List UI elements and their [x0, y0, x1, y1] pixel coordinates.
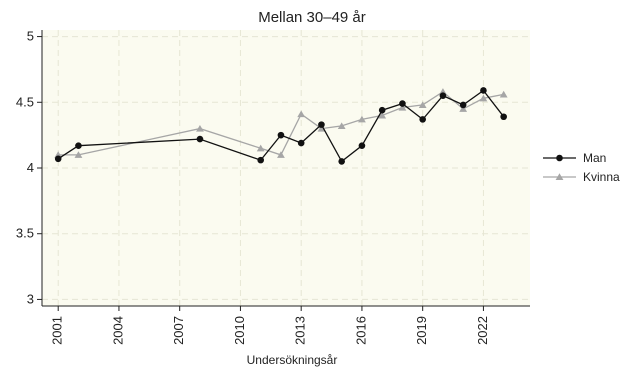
data-point — [459, 105, 468, 112]
chart-title: Mellan 30–49 år — [258, 9, 366, 26]
data-point — [277, 151, 285, 158]
data-point — [54, 155, 62, 163]
data-point — [399, 100, 406, 107]
data-point — [419, 116, 426, 123]
data-point — [378, 106, 386, 114]
y-axis-ticks: 3 3.5 4 4.5 5 — [16, 29, 42, 306]
series-line — [57, 89, 505, 163]
data-point — [378, 111, 387, 119]
data-point — [256, 144, 265, 152]
series-man — [54, 87, 507, 165]
y-tick-label: 5 — [27, 29, 34, 44]
data-point — [358, 142, 366, 149]
x-axis-ticks: 2001 2004 2007 2010 2013 2016 2019 2022 — [50, 306, 490, 345]
data-point — [338, 158, 345, 165]
x-axis-title: Undersökningsår — [247, 353, 338, 367]
data-point — [75, 142, 82, 149]
data-point — [317, 124, 326, 132]
data-point — [196, 124, 204, 132]
y-tick-label: 4 — [27, 160, 34, 175]
x-tick-label: 2022 — [475, 316, 490, 345]
data-point — [74, 151, 83, 158]
series-layer — [54, 87, 508, 165]
grid-lines — [42, 30, 530, 306]
legend-label-man: Man — [583, 151, 606, 165]
data-point — [337, 122, 346, 130]
data-point — [500, 113, 507, 121]
data-point — [277, 131, 285, 139]
data-point — [439, 92, 447, 100]
data-point — [499, 90, 508, 98]
data-point — [196, 135, 204, 143]
x-tick-label: 2007 — [171, 316, 186, 345]
data-point — [480, 87, 487, 94]
x-tick-label: 2013 — [293, 316, 308, 345]
legend: Man Kvinna — [543, 151, 620, 184]
data-point — [297, 110, 306, 118]
x-tick-label: 2010 — [232, 316, 247, 345]
data-point — [479, 94, 488, 102]
x-tick-label: 2019 — [414, 316, 429, 345]
data-point — [297, 139, 305, 147]
legend-label-kvinna: Kvinna — [583, 170, 620, 184]
y-tick-label: 3.5 — [16, 226, 34, 241]
y-tick-label: 3 — [27, 291, 34, 306]
x-tick-label: 2004 — [110, 316, 125, 345]
legend-marker-kvinna — [555, 173, 564, 180]
data-point — [398, 103, 407, 111]
y-tick-label: 4.5 — [16, 94, 34, 109]
data-point — [418, 101, 427, 108]
x-tick-label: 2001 — [50, 316, 65, 345]
x-tick-label: 2016 — [353, 316, 368, 345]
data-point — [257, 156, 264, 164]
data-point — [358, 115, 366, 123]
data-point — [459, 101, 467, 109]
data-point — [318, 121, 325, 128]
legend-marker-man — [556, 154, 563, 162]
